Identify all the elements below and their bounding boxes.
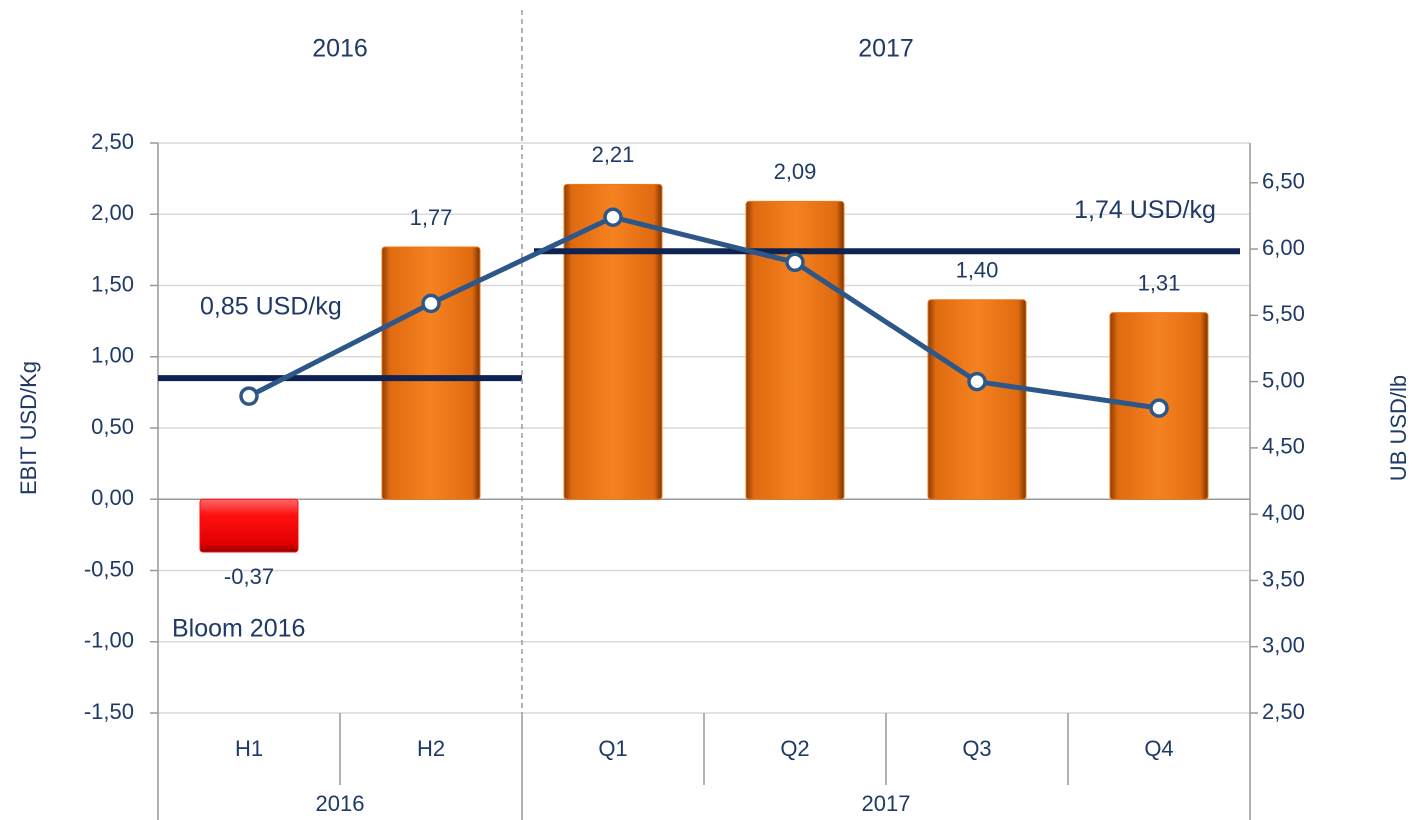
x-tick-label: Q1 — [598, 736, 627, 761]
line-point — [239, 386, 259, 406]
x-tick-label: Q2 — [780, 736, 809, 761]
group-label-top: 2016 — [312, 35, 368, 63]
y-tick-label: -1,50 — [84, 699, 134, 724]
y-tick-label: 2,00 — [91, 200, 134, 225]
y2-tick-label: 6,00 — [1262, 235, 1305, 260]
line-point — [967, 371, 987, 392]
bar — [563, 183, 663, 500]
y2-axis-label: UB USD/lb — [1386, 375, 1411, 481]
data-label: 1,40 — [956, 258, 999, 283]
y-tick-label: 1,00 — [91, 343, 134, 368]
x-tick-label: Q3 — [962, 736, 991, 761]
y2-tick-label: 5,00 — [1262, 367, 1305, 392]
y2-tick-label: 5,50 — [1262, 301, 1305, 326]
y-tick-label: 0,00 — [91, 485, 134, 510]
y2-tick-label: 6,50 — [1262, 169, 1305, 194]
y2-tick-label: 4,50 — [1262, 434, 1305, 459]
data-label: 2,09 — [774, 159, 817, 184]
line — [247, 214, 1160, 411]
y-axis-label: EBIT USD/Kg — [16, 361, 41, 495]
line-point — [603, 207, 623, 227]
y-tick-label: 0,50 — [91, 414, 134, 439]
group-label-top: 2017 — [858, 35, 914, 63]
y-tick-label: -0,50 — [84, 556, 134, 581]
data-label: 1,77 — [410, 205, 453, 230]
y2-tick-label: 2,50 — [1262, 699, 1305, 724]
x-tick-label: H1 — [235, 736, 263, 761]
bar — [927, 299, 1027, 500]
y-tick-label: -1,00 — [84, 628, 134, 653]
group-label: 2017 — [862, 791, 911, 816]
data-label: -0,37 — [224, 564, 274, 589]
line-point — [421, 293, 441, 314]
average-label: 1,74 USD/kg — [1074, 196, 1216, 224]
y2-tick-label: 3,00 — [1262, 633, 1305, 658]
group-label: 2016 — [316, 791, 365, 816]
y-tick-label: 1,50 — [91, 271, 134, 296]
line-point — [785, 252, 805, 273]
bar — [381, 246, 481, 500]
x-tick-label: Q4 — [1144, 736, 1173, 761]
data-label: 2,21 — [592, 142, 635, 167]
x-tick-label: H2 — [417, 736, 445, 761]
average-label: 0,85 USD/kg — [200, 293, 342, 321]
bar — [745, 200, 845, 500]
bar — [199, 498, 299, 553]
y2-tick-label: 3,50 — [1262, 566, 1305, 591]
line-point — [1149, 398, 1169, 418]
y2-tick-label: 4,00 — [1262, 500, 1305, 525]
annotation: Bloom 2016 — [172, 615, 305, 643]
data-label: 1,31 — [1138, 270, 1181, 295]
y-tick-label: 2,50 — [91, 129, 134, 154]
